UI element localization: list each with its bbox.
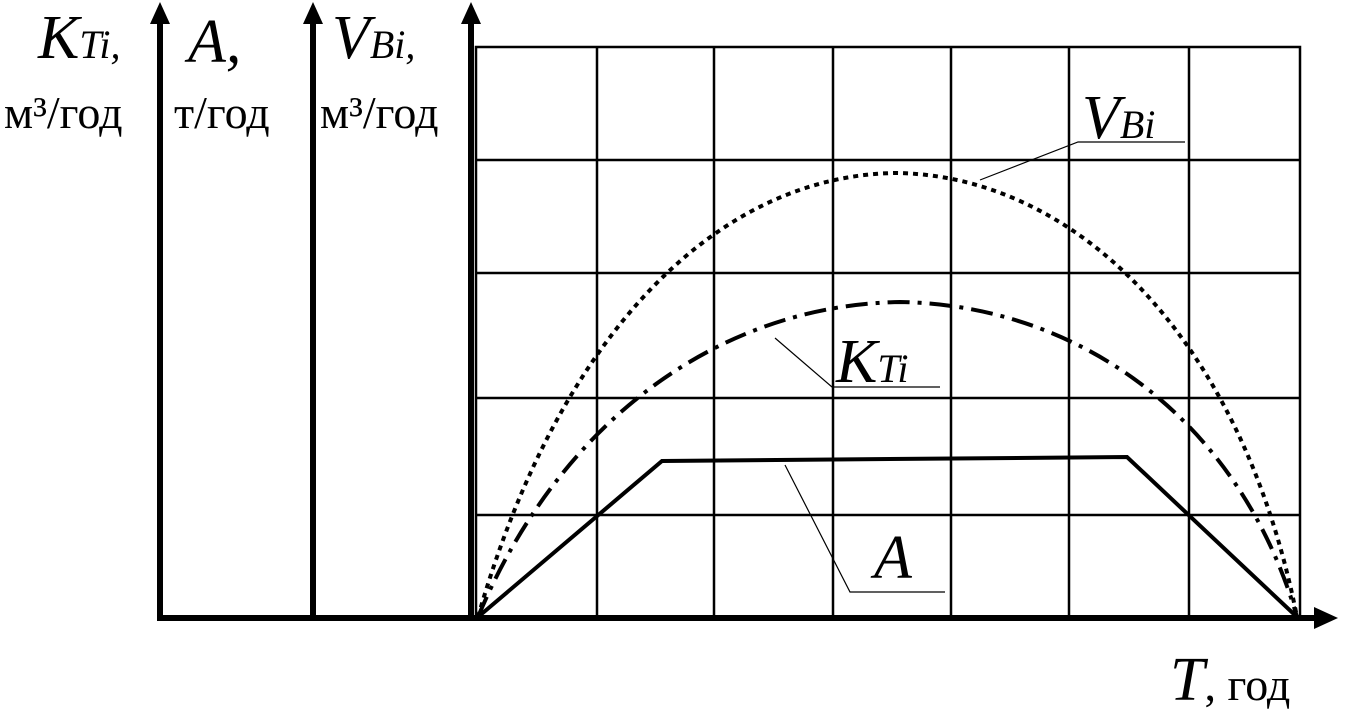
- symbol: T: [1170, 646, 1209, 714]
- symbol: K: [835, 328, 881, 396]
- curve-v: [476, 170, 1299, 618]
- axis-label: KTi,: [37, 4, 121, 72]
- arrow: [461, 2, 481, 24]
- subscript: Bi: [370, 22, 406, 67]
- comma: ,: [405, 22, 415, 67]
- curve-labels: VBi KTi A: [835, 84, 1155, 592]
- leader: [774, 337, 940, 388]
- symbol: A: [184, 8, 227, 76]
- curve-label: A: [870, 524, 913, 592]
- symbol: K: [37, 4, 83, 72]
- grid-lines: [476, 47, 1300, 617]
- curve-label: VBi: [1082, 84, 1155, 152]
- arrow: [303, 2, 323, 24]
- subscript: Ti: [877, 346, 908, 391]
- unit: м³/год: [320, 87, 438, 138]
- axis-labels: KTi, м³/год A, т/год VBi, м³/год T, год: [4, 4, 1290, 714]
- comma: ,: [226, 8, 242, 76]
- curve-a: [476, 454, 1299, 619]
- arrow: [1314, 607, 1338, 629]
- symbol: V: [1082, 84, 1126, 152]
- axes: [150, 2, 1338, 629]
- comma: ,: [111, 22, 121, 67]
- x-axis-label: T, год: [1170, 646, 1290, 714]
- leader: [979, 141, 1185, 181]
- axis-label: VBi,: [332, 4, 415, 72]
- unit: м³/год: [4, 87, 122, 138]
- symbol: V: [332, 4, 376, 72]
- subscript: Bi: [1120, 102, 1156, 147]
- unit: т/год: [174, 87, 270, 138]
- unit: , год: [1204, 659, 1290, 710]
- axis-label: A,: [184, 8, 241, 76]
- subscript: Ti: [79, 22, 110, 67]
- curve-label: KTi: [835, 328, 909, 396]
- curves: [476, 141, 1299, 619]
- leader: [784, 464, 945, 593]
- arrow: [150, 2, 170, 24]
- curve-k: [476, 299, 1299, 618]
